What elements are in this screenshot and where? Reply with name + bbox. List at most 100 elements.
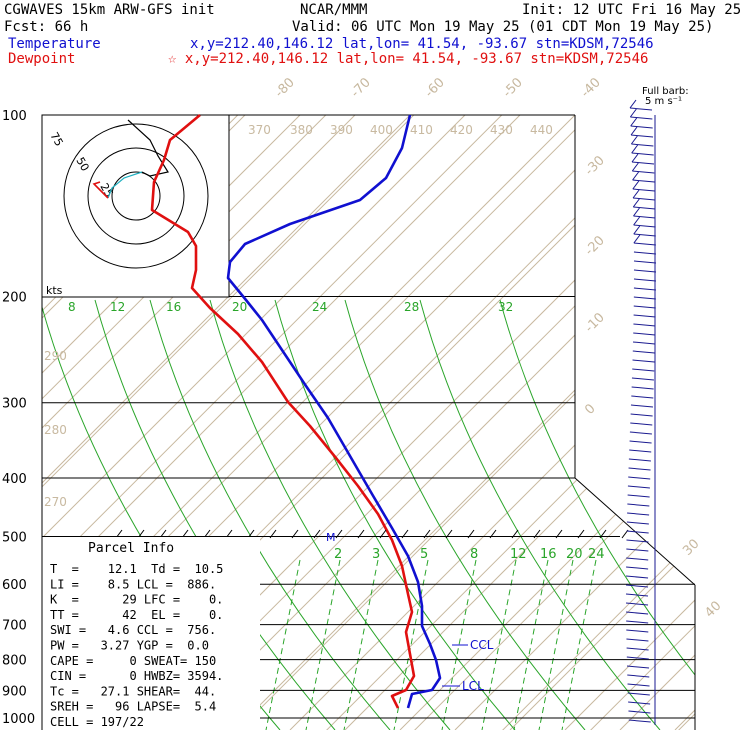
wind-barb-flag [632,189,640,199]
mixing-ratio-label: 20 [566,547,583,562]
pressure-tick-label: 200 [2,291,27,306]
parcel-info-row: Tc = 27.1 SHEAR= 44. [50,684,216,698]
barb-legend-title: Full barb: [642,86,689,97]
mixing-ratio-line [305,559,341,730]
mixing-ratio-label: 5 [420,547,428,562]
isotherm-line [413,115,695,730]
wind-barb-staff [632,341,656,345]
wind-barb-flag [633,234,641,244]
wind-barb-staff [631,386,654,390]
wind-barb-staff [631,161,655,165]
isotherm-line [42,115,530,730]
wind-barb-flag [633,216,641,226]
ccl-label: CCL [470,638,494,652]
hodograph-units: kts [46,284,63,297]
theta-label: 390 [330,123,353,137]
wind-barb-staff [633,278,657,282]
wind-barb-staff [633,215,656,219]
wind-barb-flag [633,207,640,217]
init-time: Init: 12 UTC Fri 16 May 25 [522,2,740,18]
theta-label: 410 [410,123,433,137]
wind-barb-staff [633,296,656,300]
isotherm-tick-label: -80 [272,75,298,101]
wind-barb-staff [630,413,653,417]
mixing-ratio-line [441,559,477,730]
wind-barb-flag [629,99,637,109]
hatch-mark [313,529,321,539]
dry-adiabat-line [42,115,491,730]
wind-barb-staff [633,287,656,291]
theta-label: 280 [44,423,67,437]
hodograph-frame [41,114,230,298]
wind-barb-staff [632,350,655,354]
barb-legend-units: 5 m s⁻¹ [645,96,682,107]
theta-label: 430 [490,123,513,137]
wind-barb-flag [631,153,639,163]
pressure-tick-label: 900 [2,684,27,699]
wind-barb-staff [629,431,652,435]
lcl-label: LCL [462,679,484,693]
theta-e-label: 20 [232,300,247,314]
theta-e-label: 28 [404,300,419,314]
wind-barb-staff [626,629,649,633]
parcel-info-row: K = 29 LFC = 0. [50,593,223,607]
mixing-ratio-line [343,559,379,730]
parcel-info-row: CELL = 197/22 [50,715,144,729]
wind-barb-staff [632,179,655,183]
wind-barb-staff [626,620,649,624]
hodograph-ring-label: 25 [97,181,115,200]
wind-barb-staff [633,260,657,264]
mixing-ratio-line [513,559,549,730]
chart-title: CGWAVES 15km ARW-GFS init [4,2,215,18]
parcel-info-title: Parcel Info [88,541,174,556]
wind-barb-flag [630,135,638,145]
valid-time: Valid: 06 UTC Mon 19 May 25 (01 CDT Mon … [292,19,713,35]
hatch-mark [203,529,211,539]
wind-barb-staff [626,566,649,570]
wind-barb-staff [633,323,656,327]
theta-e-label: 8 [68,300,76,314]
hatch-mark [291,529,299,539]
theta-label: 370 [248,123,271,137]
isotherm-tick-label: -60 [422,75,448,101]
temperature-profile-line [226,114,442,709]
hodograph-ring [87,147,185,245]
wind-barb-staff [628,467,651,471]
wind-barb-staff [631,143,654,147]
hatch-mark [115,529,123,539]
hatch-mark [159,529,167,539]
parcel-info-row: CIN = 0 HWBZ= 3594. [50,669,223,683]
theta-label: 420 [450,123,473,137]
wind-barb-staff [626,530,649,534]
wind-barb-flag [632,180,640,190]
wind-barb-staff [626,521,649,525]
dry-adiabat-line [42,115,436,730]
pressure-tick-label: 100 [2,109,27,124]
wind-barb-staff [627,503,650,507]
isotherm-tick-label: -30 [582,153,608,179]
wind-barb-staff [632,368,655,372]
mixing-ratio-label: 2 [334,547,342,562]
wind-barb-staff [633,314,656,318]
dry-adiabat-line [454,115,695,730]
hodograph-ring-label: 75 [47,130,65,149]
hatch-mark [379,529,387,539]
isotherm-tick-label: -20 [582,233,608,259]
dry-adiabat-line [42,115,381,730]
hatch-mark [181,529,189,539]
wind-barb-staff [626,638,649,642]
dry-adiabat-line [234,115,695,730]
wind-barb-staff [626,557,649,561]
wind-barb-flag [631,162,639,172]
parcel-info-row: TT = 42 EL = 0. [50,608,223,622]
wind-barb-staff [629,449,652,453]
wind-barb-staff [632,170,655,174]
hodograph-trace-lower [107,171,143,199]
mixing-ratio-line [481,559,517,730]
wind-barb-staff [625,593,649,597]
parcel-info-box: Parcel Info T = 12.1 Td = 10.5LI = 8.5 L… [42,537,260,730]
wind-barb-staff [627,485,650,489]
isotherm-tick-label: 0 [582,401,598,417]
hatch-mark [401,529,409,539]
wind-barb-staff [625,602,649,606]
